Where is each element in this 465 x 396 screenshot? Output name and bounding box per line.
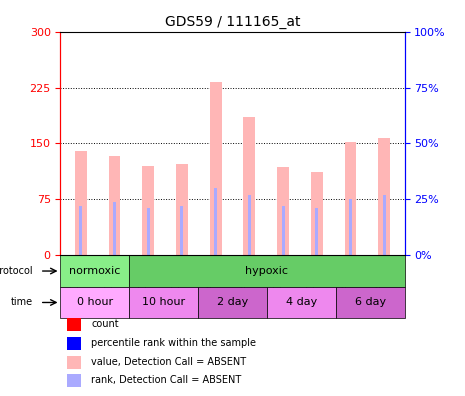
FancyBboxPatch shape (267, 287, 336, 318)
Bar (180, 206, 183, 255)
Bar (75, 151, 86, 255)
Bar (248, 195, 251, 255)
Bar (379, 137, 390, 255)
Text: 4 day: 4 day (286, 297, 317, 307)
Bar (311, 172, 323, 255)
Text: hypoxic: hypoxic (246, 266, 288, 276)
FancyBboxPatch shape (60, 287, 129, 318)
Text: 10 hour: 10 hour (142, 297, 185, 307)
Text: normoxic: normoxic (69, 266, 120, 276)
FancyBboxPatch shape (129, 255, 405, 287)
Text: count: count (92, 320, 119, 329)
Bar (108, 156, 120, 255)
Text: value, Detection Call = ABSENT: value, Detection Call = ABSENT (92, 357, 246, 367)
Bar (214, 188, 217, 255)
Bar (244, 117, 255, 255)
Bar (277, 168, 289, 255)
Bar (176, 164, 188, 255)
Bar (315, 208, 319, 255)
Bar (67, 356, 81, 369)
Bar (383, 195, 386, 255)
FancyBboxPatch shape (198, 287, 267, 318)
Text: 6 day: 6 day (355, 297, 385, 307)
Bar (79, 206, 82, 255)
Text: rank, Detection Call = ABSENT: rank, Detection Call = ABSENT (92, 375, 242, 385)
Bar (345, 142, 357, 255)
Bar (67, 318, 81, 331)
FancyBboxPatch shape (336, 287, 405, 318)
FancyBboxPatch shape (129, 287, 198, 318)
Bar (113, 202, 116, 255)
Bar (210, 82, 221, 255)
Bar (282, 206, 285, 255)
Text: protocol: protocol (0, 266, 33, 276)
Bar (349, 200, 352, 255)
Bar (142, 166, 154, 255)
FancyBboxPatch shape (60, 255, 129, 287)
Bar (146, 208, 150, 255)
Bar (67, 337, 81, 350)
Text: time: time (11, 297, 33, 307)
Text: 2 day: 2 day (217, 297, 248, 307)
Title: GDS59 / 111165_at: GDS59 / 111165_at (165, 15, 300, 29)
Text: 0 hour: 0 hour (77, 297, 113, 307)
Text: percentile rank within the sample: percentile rank within the sample (92, 338, 256, 348)
Bar (67, 374, 81, 386)
